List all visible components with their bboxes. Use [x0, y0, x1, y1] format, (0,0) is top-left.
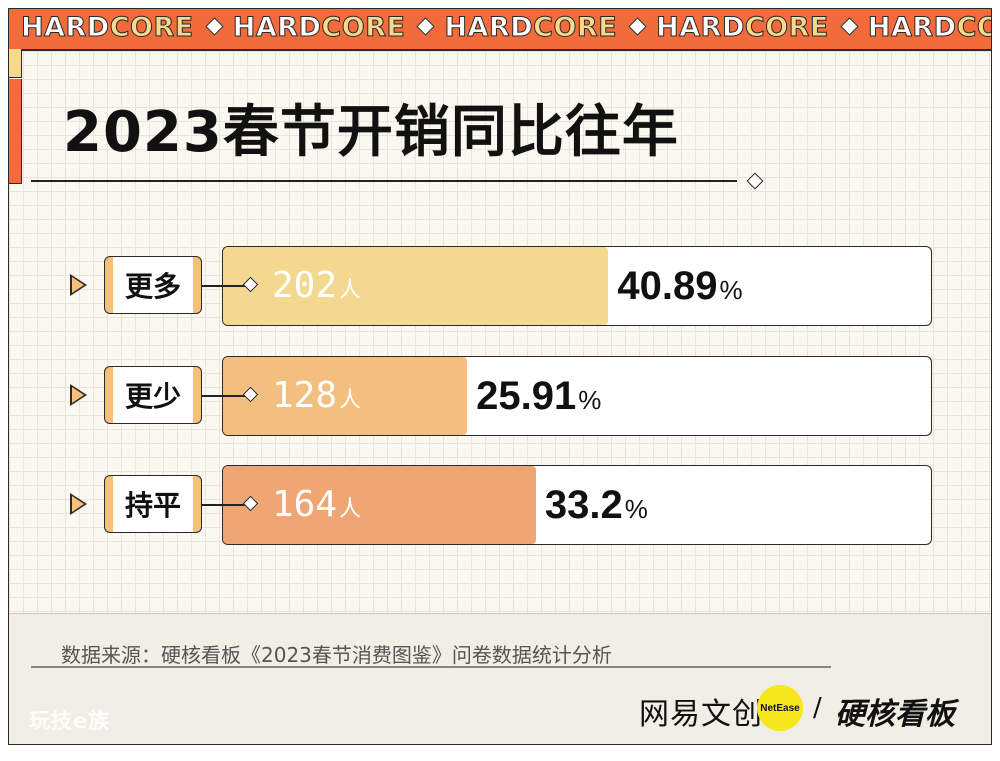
banner-word: HARDCORE	[867, 12, 991, 44]
bar-value-label: 202人	[272, 264, 361, 313]
count-unit: 人	[339, 497, 362, 522]
page-title: 2023春节开销同比往年	[63, 100, 679, 165]
poster-frame: HARDCOREHARDCOREHARDCOREHARDCOREHARDCORE…	[8, 8, 992, 745]
source-rule	[31, 666, 831, 668]
bar-fill	[223, 247, 609, 325]
brand-hardcore-board: 硬核看板	[835, 697, 955, 732]
title-rule	[31, 180, 737, 182]
banner-word: HARDCORE	[232, 12, 406, 44]
percent-value: 40.89	[617, 264, 718, 308]
sidebar-accent-orange	[9, 79, 22, 184]
banner-word-part1: HARD	[656, 12, 745, 44]
hardcore-banner: HARDCOREHARDCOREHARDCOREHARDCOREHARDCORE	[9, 9, 991, 51]
count-unit: 人	[339, 388, 362, 413]
banner-word-part2: CORE	[109, 12, 194, 44]
connector-line	[202, 504, 248, 506]
count-value: 164	[272, 484, 338, 525]
banner-word-part2: CORE	[533, 12, 618, 44]
watermark: 玩技e族	[29, 709, 111, 733]
banner-word-part1: HARD	[867, 12, 957, 44]
netease-badge-icon: NetEase	[757, 685, 803, 731]
play-triangle-icon	[70, 274, 87, 296]
banner-word: HARDCORE	[656, 12, 829, 44]
count-unit: 人	[339, 278, 362, 303]
bar-value-label: 128人	[272, 374, 361, 423]
banner-diamond-icon	[628, 17, 647, 36]
sidebar-accent-yellow	[9, 49, 22, 78]
chart-row: 更少 128人 25.91%	[9, 356, 991, 440]
percent-label: 40.89%	[617, 264, 742, 312]
percent-unit: %	[578, 385, 602, 415]
bar-fill	[223, 357, 468, 435]
percent-label: 33.2%	[545, 483, 648, 531]
category-tag: 更多	[104, 256, 202, 314]
count-value: 128	[272, 375, 338, 416]
banner-diamond-icon	[416, 17, 436, 36]
banner-word-part1: HARD	[232, 12, 322, 44]
bar-fill	[223, 466, 536, 544]
banner-track: HARDCOREHARDCOREHARDCOREHARDCOREHARDCORE	[21, 12, 991, 44]
connector-line	[202, 395, 248, 397]
banner-word: HARDCORE	[444, 12, 618, 44]
banner-diamond-icon	[840, 17, 859, 36]
play-triangle-icon	[70, 493, 87, 515]
data-source: 数据来源：硬核看板《2023春节消费图鉴》问卷数据统计分析	[61, 643, 612, 667]
bar-track	[222, 246, 932, 326]
banner-word-part2: CORE	[744, 12, 829, 44]
banner-word-part1: HARD	[21, 12, 110, 44]
category-label: 更少	[113, 367, 193, 423]
percent-value: 25.91	[476, 374, 577, 418]
percent-value: 33.2	[544, 483, 623, 527]
banner-word-part2: CORE	[321, 12, 406, 44]
brand-separator: /	[813, 693, 822, 723]
category-tag: 持平	[104, 475, 202, 533]
bar-value-label: 164人	[272, 483, 361, 532]
banner-word-part2: CORE	[956, 12, 991, 44]
category-label: 更多	[113, 257, 193, 313]
category-label: 持平	[113, 476, 193, 532]
banner-word-part1: HARD	[444, 12, 534, 44]
percent-label: 25.91%	[476, 374, 601, 422]
bar-track	[222, 356, 932, 436]
banner-word: HARDCORE	[21, 12, 194, 44]
brand-netease-wenchuang: 网易文创	[639, 697, 763, 732]
watermark-underline	[29, 744, 149, 745]
category-tag: 更少	[104, 366, 202, 424]
count-value: 202	[272, 265, 338, 306]
play-triangle-icon	[70, 384, 87, 406]
chart-row: 持平 164人 33.2%	[9, 465, 991, 549]
chart-row: 更多 202人 40.89%	[9, 246, 991, 330]
percent-unit: %	[719, 275, 743, 305]
percent-unit: %	[624, 494, 648, 524]
connector-line	[202, 285, 248, 287]
bar-track	[222, 465, 932, 545]
footer-band	[9, 613, 991, 744]
rule-diamond-icon	[746, 172, 764, 190]
banner-diamond-icon	[205, 17, 224, 36]
